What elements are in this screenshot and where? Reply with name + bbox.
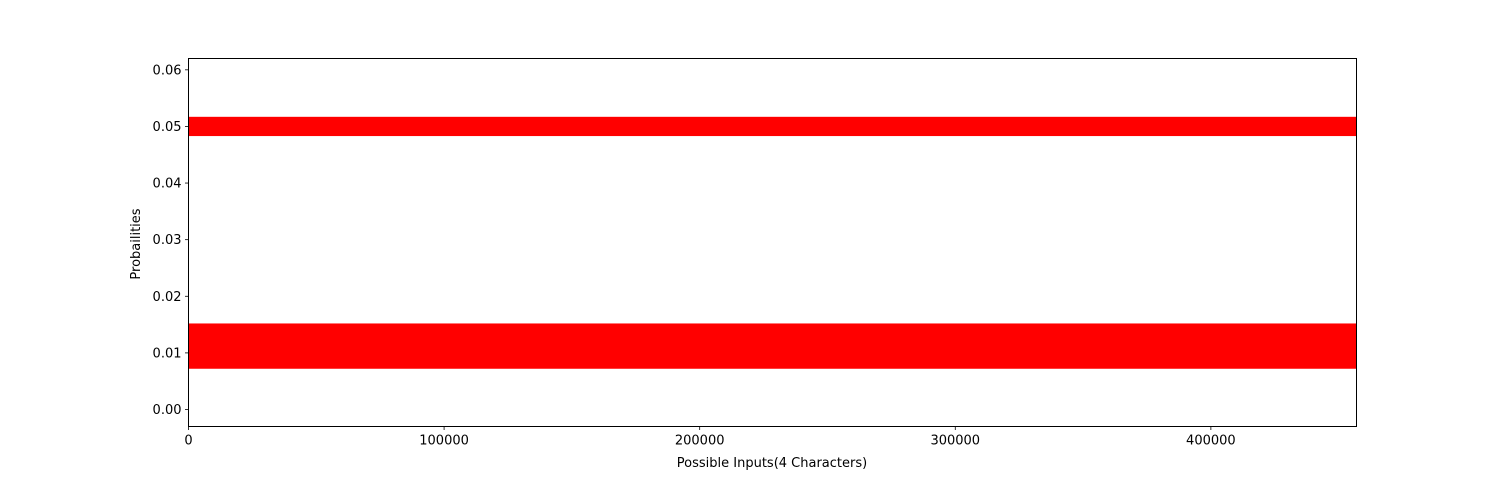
x-axis: 0 100000 200000 300000 400000 xyxy=(184,426,1236,449)
data-band-2 xyxy=(188,116,1357,137)
y-tick-label: 0.03 xyxy=(153,233,182,248)
y-axis-label: Probailities xyxy=(129,208,144,279)
y-tick-label: 0.04 xyxy=(153,177,182,192)
x-tick-label: 300000 xyxy=(930,434,980,449)
y-tick-label: 0.05 xyxy=(153,120,182,135)
x-axis-label: Possible Inputs(4 Characters) xyxy=(677,456,867,471)
x-tick-label: 200000 xyxy=(675,434,725,449)
plot-frame xyxy=(188,58,1357,427)
x-tick-label: 100000 xyxy=(419,434,469,449)
y-tick-label: 0.01 xyxy=(153,346,182,361)
y-tick-label: 0.02 xyxy=(153,290,182,305)
y-tick-label: 0.06 xyxy=(153,63,182,78)
x-tick-label: 400000 xyxy=(1186,434,1236,449)
y-tick-label: 0.00 xyxy=(153,403,182,418)
data-band-1 xyxy=(188,323,1357,369)
x-tick-label: 0 xyxy=(184,434,192,449)
y-axis: 0.00 0.01 0.02 0.03 0.04 0.05 0.06 xyxy=(153,63,189,418)
data-bands xyxy=(188,116,1357,369)
